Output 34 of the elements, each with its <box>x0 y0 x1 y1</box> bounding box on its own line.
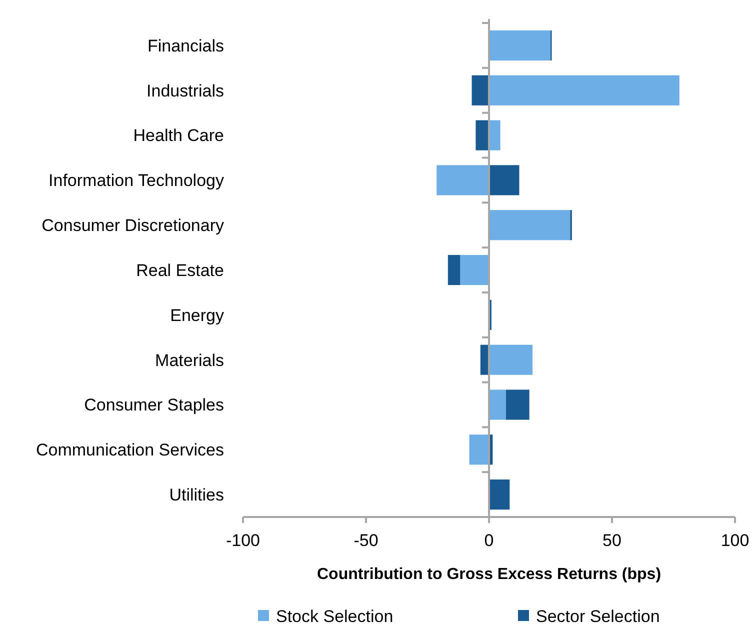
x-tick-label: 100 <box>720 531 750 550</box>
bar <box>489 344 533 375</box>
x-tick-label: 0 <box>484 531 494 550</box>
y-tick-label: Energy <box>170 306 224 325</box>
y-tick-label: Information Technology <box>48 171 224 190</box>
legend-label: Sector Selection <box>536 606 660 626</box>
bar <box>489 120 500 150</box>
y-tick-label: Materials <box>155 350 224 370</box>
y-tick-label: Financials <box>147 36 224 56</box>
bar <box>489 390 506 420</box>
y-tick-label: Real Estate <box>136 260 224 280</box>
bar <box>469 434 489 465</box>
bar <box>476 120 489 150</box>
bar <box>489 210 570 240</box>
bar <box>489 30 550 60</box>
y-tick-label: Communication Services <box>36 440 224 460</box>
bar <box>448 254 460 286</box>
y-tick-label: Industrials <box>146 81 224 100</box>
y-tick-label: Utilities <box>169 485 224 504</box>
x-tick-label: 50 <box>602 531 622 550</box>
bar <box>489 480 510 510</box>
bar <box>489 75 680 106</box>
bar <box>460 254 489 286</box>
bar <box>472 75 489 106</box>
legend-label: Stock Selection <box>276 606 394 626</box>
bar <box>506 390 530 420</box>
bar <box>436 165 489 196</box>
y-tick-label: Consumer Staples <box>84 396 224 415</box>
x-axis-title: Countribution to Gross Excess Returns (bps) <box>316 566 662 583</box>
y-tick-label: Health Care <box>133 126 224 146</box>
x-tick-label: -50 <box>354 531 378 550</box>
bar <box>489 165 520 196</box>
y-tick-label: Consumer Discretionary <box>42 216 224 236</box>
x-tick-label: -100 <box>226 531 260 550</box>
